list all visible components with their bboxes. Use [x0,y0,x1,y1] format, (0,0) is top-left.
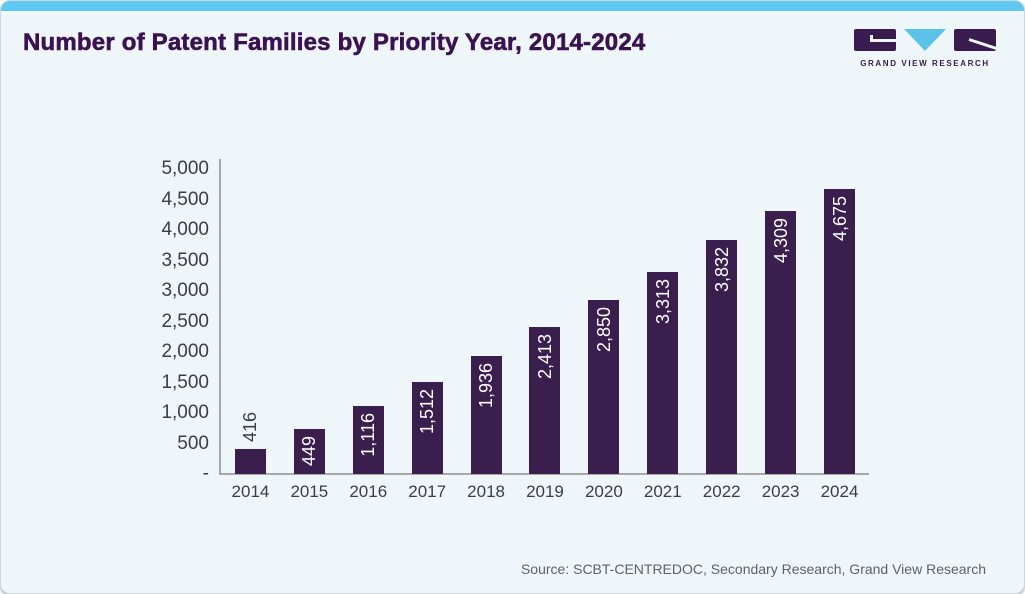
top-accent-bar [1,1,1024,11]
x-tick-label: 2019 [526,482,564,501]
logo-r-icon [954,29,996,51]
bar-2016: 1,116 [352,406,384,474]
bar-slot: 416 [221,161,280,474]
x-tick-label: 2020 [584,482,623,501]
y-tick-label: 4,000 [161,219,209,240]
bar-value-label: 3,313 [652,279,673,325]
bar-2015: 449 [293,429,325,474]
bar-value-label: 2,413 [534,334,555,380]
bar-value-label: 4,309 [770,218,791,264]
bar-slot: 1,512 [398,161,457,474]
x-tick-label: 2017 [408,482,447,501]
bar-value-label: 1,936 [476,363,497,409]
logo-g-icon [854,29,896,51]
bar-2021: 3,313 [647,272,679,474]
bar-series: 416 449 1,116 1,512 1,936 2,413 2,850 3,313 3,83… [221,161,869,474]
y-tick-label: 2,500 [161,310,209,332]
x-tick-label: 2018 [467,482,505,501]
bar-slot: 3,832 [692,161,751,474]
y-tick-label: 1,500 [161,371,209,393]
bar-2019: 2,413 [529,327,561,474]
logo-wordmark: GRAND VIEW RESEARCH [860,59,990,68]
x-tick-label: 2024 [820,482,859,501]
y-tick-label: 1,000 [161,402,209,423]
gvr-logo-mark [854,29,996,52]
bar-value-label: 3,832 [711,247,732,293]
bar-slot: 1,116 [339,161,398,474]
y-axis-line [219,159,221,475]
y-tick-label: - [202,463,209,484]
bar-slot: 2,413 [516,161,575,474]
logo-v-triangle-icon [904,29,946,51]
bar-slot: 1,936 [457,161,516,474]
x-axis-labels: 2014 2015 2016 2017 2018 2019 2020 2021 2022 2023… [221,482,869,502]
bar-slot: 449 [280,161,339,474]
bar-value-label: 1,116 [358,413,379,457]
y-tick-label: 4,500 [161,188,209,210]
x-tick-label: 2016 [349,482,388,501]
bar-slot: 4,675 [810,161,869,474]
x-tick-label: 2023 [761,482,800,501]
grand-view-research-logo: GRAND VIEW RESEARCH [854,29,996,68]
bar-value-label: 4,675 [829,196,850,242]
y-tick-label: 3,500 [161,249,209,271]
x-tick-label: 2014 [231,482,270,501]
bar-slot: 2,850 [574,161,633,474]
bar-value-label: 449 [299,436,320,467]
y-tick-label: 500 [177,432,209,454]
bar-value-label: 1,512 [417,389,438,435]
page-title: Number of Patent Families by Priority Ye… [23,29,646,57]
bar-slot: 3,313 [633,161,692,474]
bar-slot: 4,309 [751,161,810,474]
bar-2017: 1,512 [411,382,443,474]
y-tick-label: 2,000 [161,341,209,362]
bar-value-label: 416 [240,411,261,442]
bar-2018: 1,936 [470,356,502,474]
bar-2022: 3,832 [706,240,738,474]
bar-2024: 4,675 [824,189,856,474]
bar-2023: 4,309 [765,211,797,474]
x-tick-label: 2022 [702,482,741,501]
bar-2020: 2,850 [588,300,620,474]
source-note: Source: SCBT-CENTREDOC, Secondary Resear… [520,561,986,577]
bar-value-label: 2,850 [593,307,614,353]
bar-2014: 416 [234,412,266,474]
x-tick-label: 2015 [290,482,329,501]
y-axis-labels: 5,000 4,500 4,000 3,500 3,000 2,500 2,000 1,500… [1,158,209,484]
x-axis-line [219,473,869,475]
x-tick-label: 2021 [643,482,682,501]
y-tick-label: 5,000 [161,158,209,179]
y-tick-label: 3,000 [161,280,209,301]
